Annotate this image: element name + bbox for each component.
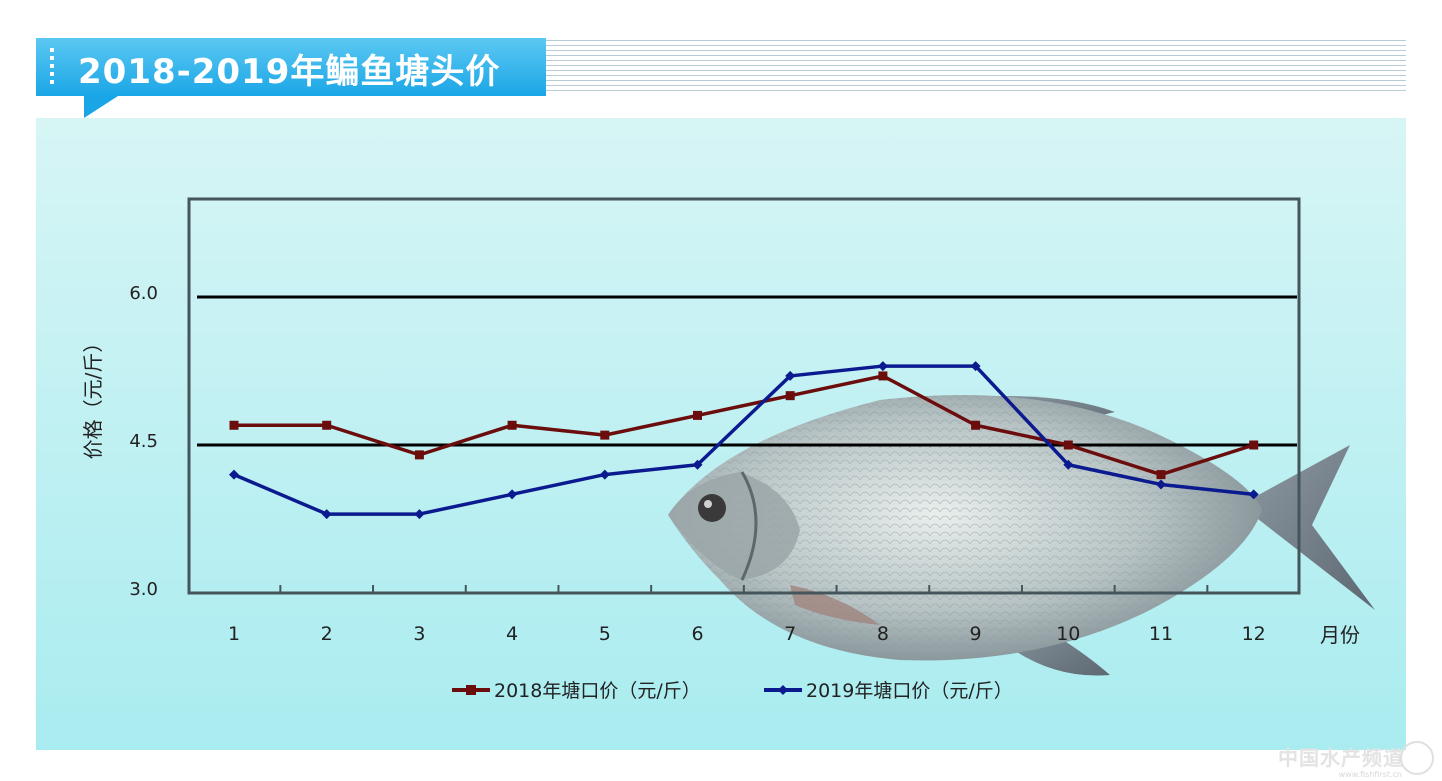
series-1-point-1 [229, 420, 239, 430]
x-tick-label-8: 8 [877, 623, 889, 645]
x-tick-label-11: 11 [1149, 623, 1173, 645]
gridlines [197, 295, 1297, 447]
banner-tail [84, 96, 118, 118]
fish-eye-highlight [704, 500, 712, 508]
legend: 2018年塘口价（元/斤） 2019年塘口价（元/斤） [452, 680, 1013, 702]
x-axis-ticks [279, 585, 1209, 593]
series-markers [229, 361, 1259, 520]
series-2-point-11 [1156, 479, 1166, 490]
series-line-2 [233, 364, 1254, 516]
fish-eye [698, 494, 726, 522]
series-1-point-4 [507, 420, 517, 430]
series-lines [233, 364, 1255, 516]
decorative-stripes [546, 40, 1406, 92]
globe-icon [1400, 741, 1434, 775]
series-1-point-9 [971, 420, 981, 430]
fish-pectoral-fin [790, 585, 880, 625]
x-tick-label-3: 3 [413, 623, 425, 645]
series-2-point-8 [877, 361, 888, 372]
series-2-point-3 [414, 509, 425, 520]
x-tick-label-1: 1 [228, 623, 240, 645]
x-tick-label-9: 9 [970, 623, 982, 645]
fish-tail [1240, 445, 1375, 610]
series-1-point-8 [878, 371, 888, 381]
series-1-point-11 [1156, 470, 1166, 480]
x-axis-label: 月份 [1320, 623, 1360, 647]
x-tick-label-10: 10 [1056, 623, 1080, 645]
x-tick-label-7: 7 [784, 623, 796, 645]
series-1-point-6 [693, 410, 702, 420]
x-tick-label-4: 4 [506, 623, 518, 645]
x-tick-label-12: 12 [1242, 623, 1266, 645]
watermark-text: 中国水产频道 [1278, 746, 1404, 770]
series-2-point-6 [692, 459, 703, 470]
y-axis-tick-labels: 3.0 4.5 6.0 [129, 283, 158, 600]
series-1-point-12 [1249, 440, 1259, 450]
series-2-point-1 [229, 469, 239, 480]
series-2-point-10 [1063, 459, 1074, 470]
x-axis-tick-labels: 1 2 3 4 5 6 7 8 9 10 11 12 [228, 623, 1266, 645]
series-2-point-5 [599, 469, 610, 480]
legend-marker-1 [466, 685, 476, 695]
fish-head [668, 472, 800, 580]
legend-label-2: 2019年塘口价（元/斤） [806, 680, 1013, 702]
bream-fish-illustration [668, 395, 1375, 676]
y-tick-label-2: 6.0 [129, 283, 158, 304]
y-axis-label: 价格（元/斤） [81, 333, 105, 460]
legend-label-1: 2018年塘口价（元/斤） [494, 680, 701, 702]
series-1-point-5 [600, 430, 610, 440]
chart-panel [36, 118, 1406, 750]
series-1-point-10 [1063, 440, 1073, 450]
watermark-url: www.fishfirst.cn [1338, 770, 1402, 779]
legend-marker-2 [778, 685, 788, 695]
series-1-point-3 [414, 450, 424, 460]
x-tick-label-6: 6 [691, 623, 703, 645]
x-tick-label-5: 5 [599, 623, 611, 645]
x-tick-label-2: 2 [321, 623, 333, 645]
series-2-point-9 [970, 361, 981, 372]
series-2-point-4 [507, 489, 518, 500]
banner-dots [50, 48, 54, 86]
chart-title: 2018-2019年鳊鱼塘头价 [78, 52, 501, 92]
series-1-point-7 [785, 391, 795, 401]
series-1-point-2 [322, 420, 332, 430]
fish-gill [740, 471, 758, 581]
series-2-point-2 [321, 509, 332, 520]
series-2-point-12 [1248, 489, 1259, 500]
series-2-point-7 [785, 370, 796, 381]
y-tick-label-0: 3.0 [129, 579, 158, 600]
title-banner: 2018-2019年鳊鱼塘头价 [36, 38, 546, 96]
y-tick-label-1: 4.5 [129, 431, 158, 452]
series-line-1 [234, 374, 1255, 477]
